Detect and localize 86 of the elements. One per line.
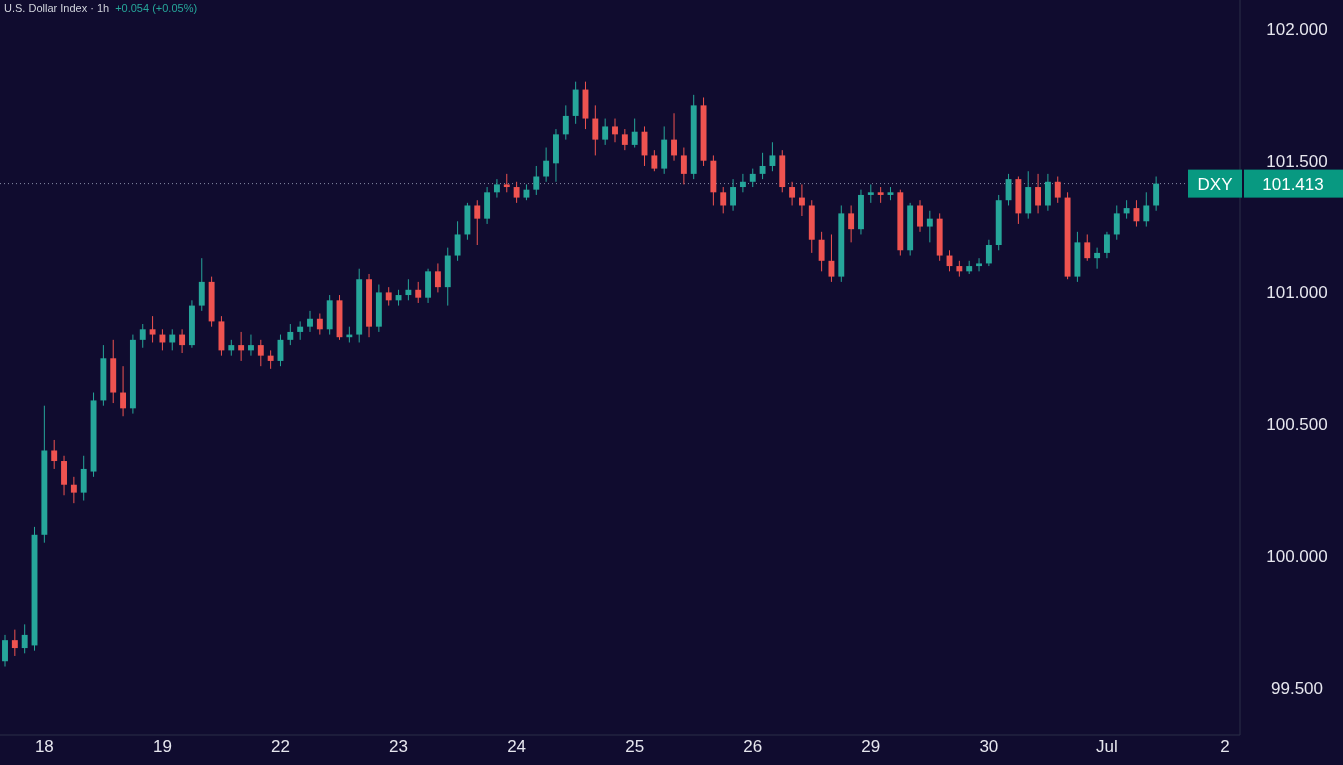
x-tick-label: 18 bbox=[34, 737, 54, 756]
y-tick-label: 99.500 bbox=[1271, 678, 1323, 698]
x-tick-label: 23 bbox=[389, 737, 409, 756]
candlestick bbox=[789, 181, 796, 206]
candlestick bbox=[179, 328, 186, 354]
candlestick bbox=[602, 118, 609, 146]
candlestick bbox=[1094, 247, 1101, 270]
candlestick bbox=[631, 118, 638, 149]
y-tick-label: 101.500 bbox=[1266, 151, 1328, 171]
candlestick bbox=[61, 455, 67, 496]
candlestick bbox=[680, 147, 687, 185]
candlestick bbox=[316, 312, 323, 336]
candlestick bbox=[739, 173, 746, 193]
candlestick bbox=[248, 334, 254, 357]
candlestick bbox=[287, 323, 294, 346]
candlestick bbox=[415, 281, 422, 304]
x-tick-label: 26 bbox=[743, 737, 763, 756]
candlestick bbox=[720, 186, 727, 214]
chart-subtitle: +0.054 (+0.05%) bbox=[115, 2, 198, 14]
chart-title: U.S. Dollar Index · 1h bbox=[4, 2, 110, 14]
candlestick bbox=[139, 323, 146, 349]
candlestick bbox=[769, 141, 776, 172]
x-tick-label: 30 bbox=[979, 737, 999, 756]
candlestick bbox=[976, 257, 982, 272]
candlestick bbox=[848, 204, 855, 243]
candlestick bbox=[267, 349, 274, 370]
candlestick bbox=[1123, 199, 1130, 220]
candlestick bbox=[533, 165, 540, 196]
candlestick bbox=[120, 365, 127, 417]
candlestick bbox=[307, 310, 313, 333]
candlestick bbox=[1035, 173, 1042, 214]
candlestick bbox=[405, 278, 412, 301]
y-tick-label: 101.000 bbox=[1266, 283, 1328, 303]
candlestick bbox=[385, 286, 392, 307]
y-tick-label: 100.000 bbox=[1266, 546, 1328, 566]
x-tick-label: 25 bbox=[625, 737, 645, 756]
candlestick bbox=[149, 315, 156, 343]
candlestick bbox=[730, 178, 737, 212]
candlestick bbox=[238, 331, 245, 362]
candlestick bbox=[592, 104, 599, 156]
x-tick-label: Jul bbox=[1096, 737, 1118, 756]
x-tick-label: 19 bbox=[152, 737, 172, 756]
candlestick bbox=[1143, 191, 1150, 228]
candlestick bbox=[493, 178, 500, 199]
candlestick bbox=[257, 339, 264, 367]
candlestick bbox=[612, 118, 618, 143]
candlestick bbox=[11, 629, 18, 657]
candlestick bbox=[1005, 173, 1012, 206]
candlestick bbox=[1113, 204, 1120, 241]
candlestick bbox=[513, 181, 520, 204]
candlestick bbox=[51, 439, 58, 470]
candlestick bbox=[503, 173, 510, 193]
candlestick bbox=[867, 183, 874, 204]
candlestick bbox=[80, 455, 87, 502]
candlestick bbox=[2, 634, 8, 668]
x-tick-label: 22 bbox=[271, 737, 290, 756]
candlestick bbox=[1054, 176, 1061, 204]
candlestick bbox=[1044, 173, 1051, 212]
candlestick bbox=[70, 476, 77, 504]
candlestick bbox=[985, 239, 992, 267]
y-tick-label: 100.500 bbox=[1266, 415, 1328, 435]
candlestick bbox=[454, 220, 461, 262]
candlestick bbox=[562, 104, 569, 141]
candlestick bbox=[621, 128, 628, 151]
candlestick bbox=[297, 320, 304, 341]
candlestick bbox=[543, 147, 550, 183]
candlestick bbox=[818, 231, 825, 272]
candlestick bbox=[198, 257, 205, 312]
candlestick bbox=[671, 112, 677, 162]
y-tick-label: 102.000 bbox=[1266, 19, 1328, 39]
candlestick bbox=[749, 168, 756, 188]
candlestick bbox=[651, 149, 658, 172]
text: 101.413 bbox=[1262, 174, 1324, 194]
candlestick bbox=[759, 152, 766, 180]
candlestick bbox=[1084, 233, 1091, 262]
ref-line-label: DXY bbox=[1197, 174, 1233, 194]
candlestick bbox=[926, 210, 933, 243]
x-tick-label: 2 bbox=[1220, 737, 1230, 756]
candlestick bbox=[1153, 176, 1160, 212]
candlestick bbox=[1103, 231, 1110, 259]
candlestick bbox=[21, 623, 28, 654]
candlestick bbox=[917, 199, 923, 233]
x-tick-label: 29 bbox=[861, 737, 881, 756]
x-tick-label: 24 bbox=[507, 737, 527, 756]
candlestick bbox=[474, 199, 481, 246]
candlestick bbox=[434, 262, 441, 293]
